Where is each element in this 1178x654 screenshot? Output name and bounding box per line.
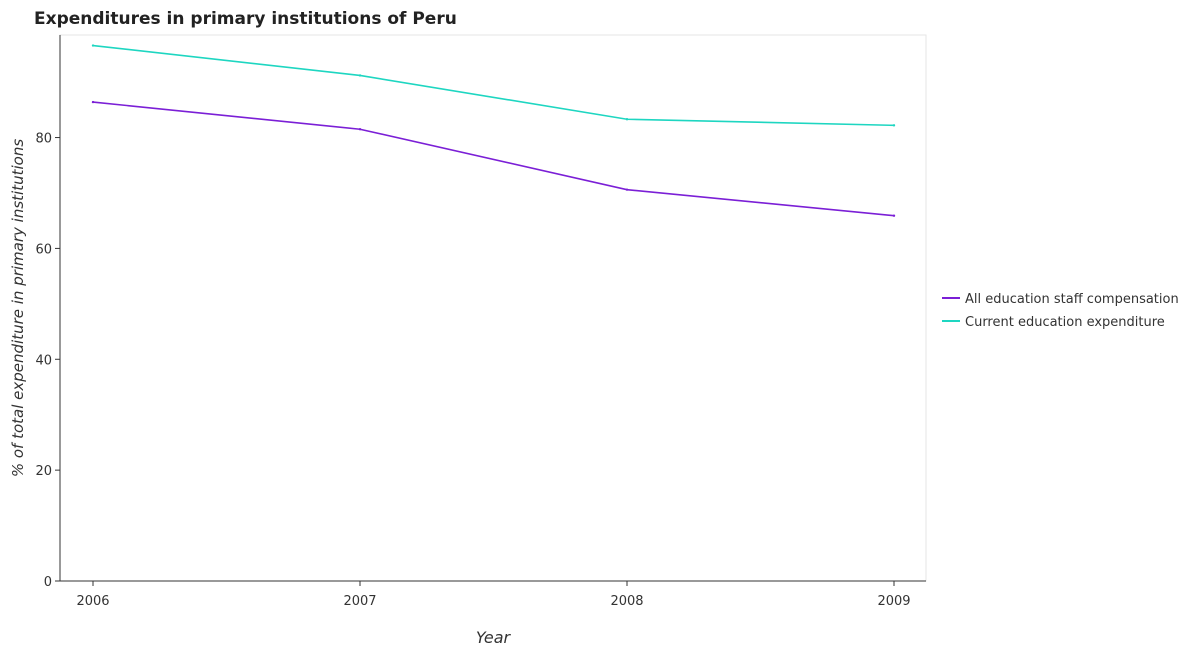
y-tick-label: 20 xyxy=(35,464,52,479)
chart-title: Expenditures in primary institutions of … xyxy=(34,9,457,29)
y-tick-label: 80 xyxy=(35,132,52,147)
legend: All education staff compensation Current … xyxy=(942,292,1178,330)
data-point xyxy=(892,124,896,127)
series-lines xyxy=(91,44,896,217)
y-tick-label: 60 xyxy=(35,242,52,257)
y-tick-label: 40 xyxy=(35,353,52,368)
series-line-2 xyxy=(92,44,895,127)
data-point xyxy=(892,214,896,217)
data-point xyxy=(358,74,362,77)
series-line-1 xyxy=(92,101,895,217)
x-axis-label: Year xyxy=(476,628,512,647)
y-tick-label: 0 xyxy=(44,575,52,590)
x-axis-ticks: 2006 2007 2008 2009 xyxy=(76,581,911,609)
data-point xyxy=(625,118,629,121)
data-point xyxy=(625,188,629,191)
data-point xyxy=(91,100,95,104)
data-point xyxy=(358,128,362,131)
plot-area xyxy=(59,34,927,582)
x-tick-label: 2009 xyxy=(877,594,910,609)
y-axis-ticks: 0 20 40 60 80 xyxy=(35,132,60,590)
legend-label: Current education expenditure xyxy=(965,315,1165,330)
x-tick-label: 2006 xyxy=(76,594,109,609)
x-tick-label: 2008 xyxy=(610,594,643,609)
y-axis-label: % of total expenditure in primary instit… xyxy=(9,139,27,477)
x-tick-label: 2007 xyxy=(343,594,376,609)
data-point xyxy=(91,44,95,47)
legend-label: All education staff compensation xyxy=(965,292,1178,307)
